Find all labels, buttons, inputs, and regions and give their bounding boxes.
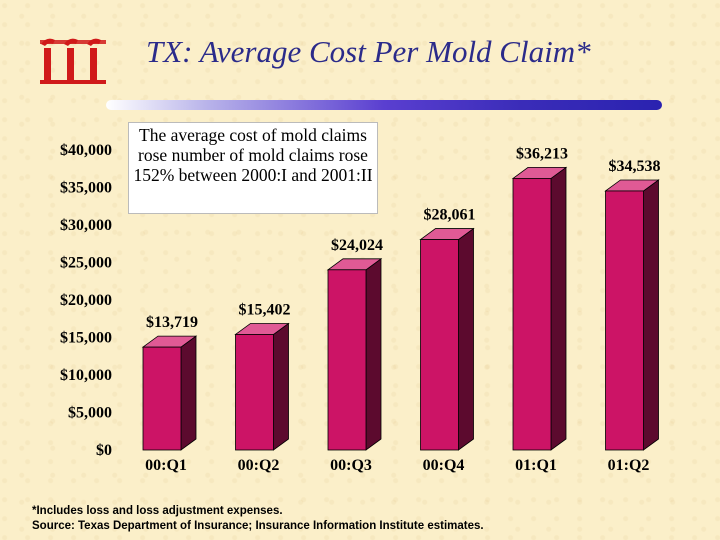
bar-side bbox=[643, 179, 659, 451]
page-title: TX: Average Cost Per Mold Claim* bbox=[146, 34, 591, 69]
bar-side bbox=[180, 335, 197, 451]
bar bbox=[604, 179, 660, 451]
data-label: $15,402 bbox=[239, 301, 291, 318]
bar-front bbox=[605, 190, 644, 451]
y-tick-label: $15,000 bbox=[60, 330, 112, 347]
y-tick-label: $40,000 bbox=[60, 142, 112, 159]
bar-front bbox=[327, 269, 367, 451]
footnote: *Includes loss and loss adjustment expen… bbox=[32, 504, 484, 534]
y-tick-label: $25,000 bbox=[60, 255, 112, 272]
bar-front bbox=[142, 346, 182, 451]
y-axis-ticks: $0 $5,000 $10,000 $15,000 $20,000 $25,000 $30,… bbox=[60, 142, 112, 459]
bar-front bbox=[512, 178, 552, 451]
x-tick-label: 00:Q2 bbox=[238, 457, 280, 474]
bar-front bbox=[420, 239, 459, 451]
bars bbox=[141, 166, 660, 451]
x-tick-label: 00:Q1 bbox=[145, 457, 187, 474]
bar bbox=[234, 322, 290, 451]
bar-side bbox=[273, 322, 289, 451]
y-tick-label: $20,000 bbox=[60, 292, 112, 309]
bar-side bbox=[550, 166, 567, 451]
data-label: $24,024 bbox=[331, 237, 383, 254]
data-label: $36,213 bbox=[516, 145, 568, 162]
annotation-callout: The average cost of mold claims rose num… bbox=[128, 122, 378, 214]
bar-side bbox=[365, 258, 382, 451]
y-tick-label: $35,000 bbox=[60, 180, 112, 197]
footnote-line-2: Source: Texas Department of Insurance; I… bbox=[32, 520, 484, 532]
bar-front bbox=[235, 334, 274, 451]
bar bbox=[511, 166, 568, 451]
footnote-line-1: *Includes loss and loss adjustment expen… bbox=[32, 505, 283, 517]
y-tick-label: $0 bbox=[96, 442, 112, 459]
bar-side bbox=[458, 227, 474, 451]
x-tick-label: 01:Q2 bbox=[608, 457, 650, 474]
y-tick-label: $10,000 bbox=[60, 367, 112, 384]
y-tick-label: $5,000 bbox=[68, 405, 112, 422]
data-label: $34,538 bbox=[609, 158, 661, 175]
x-axis-labels: 00:Q1 00:Q2 00:Q3 00:Q4 01:Q1 01:Q2 bbox=[145, 457, 649, 474]
data-label: $13,719 bbox=[146, 314, 198, 331]
x-tick-label: 01:Q1 bbox=[515, 457, 557, 474]
data-label: $28,061 bbox=[424, 207, 476, 224]
iii-logo-icon bbox=[40, 38, 106, 84]
y-tick-label: $30,000 bbox=[60, 217, 112, 234]
x-tick-label: 00:Q4 bbox=[423, 457, 465, 474]
title-divider bbox=[106, 100, 662, 110]
bar bbox=[141, 335, 198, 451]
x-tick-label: 00:Q3 bbox=[330, 457, 372, 474]
data-labels: $13,719 $15,402 $24,024 $28,061 $36,213 $34,5… bbox=[146, 145, 661, 331]
bar bbox=[326, 258, 383, 451]
bar bbox=[419, 227, 475, 451]
